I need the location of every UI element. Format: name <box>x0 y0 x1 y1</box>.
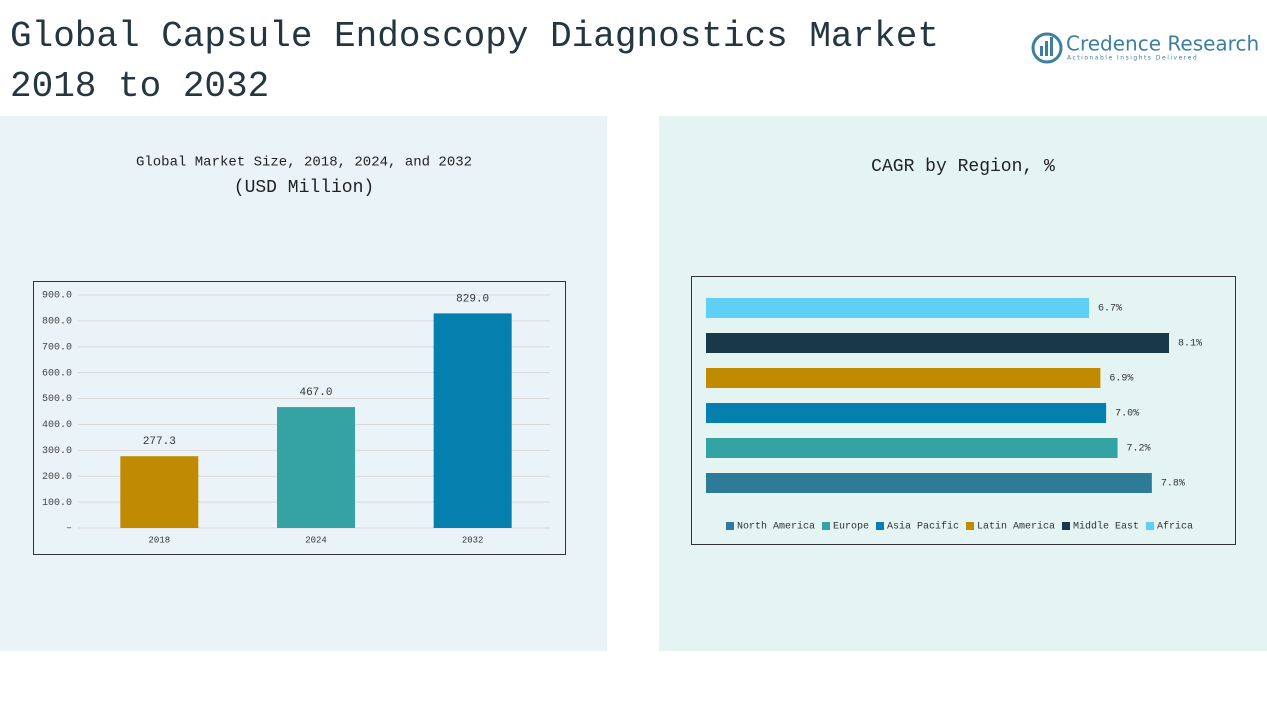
y-tick-label: 500.0 <box>42 394 72 405</box>
chart-subtitle: (USD Million) <box>234 178 374 198</box>
bar <box>433 313 512 528</box>
value-label: 7.0% <box>1115 409 1139 420</box>
value-label: 277.3 <box>143 436 176 448</box>
legend-swatch <box>726 522 734 530</box>
bar <box>706 298 1089 318</box>
value-label: 6.7% <box>1098 304 1122 315</box>
right-frame <box>691 276 1236 545</box>
y-tick-label: 300.0 <box>42 446 72 457</box>
legend-label: Europe <box>833 522 869 533</box>
legend-label: Asia Pacific <box>887 521 959 533</box>
y-tick-label: 400.0 <box>42 420 72 431</box>
left-frame <box>33 281 566 555</box>
y-tick-label: 900.0 <box>42 291 72 302</box>
legend-swatch <box>822 522 830 530</box>
y-tick-label: 700.0 <box>42 342 72 353</box>
value-label: 467.0 <box>299 387 332 399</box>
logo-text: Credence Research <box>1066 32 1259 56</box>
logo-tagline: Actionable Insights Delivered <box>1067 55 1198 62</box>
page-title: Global Capsule Endoscopy Diagnostics Mar… <box>10 16 939 107</box>
bar <box>706 438 1118 458</box>
y-tick-label: 100.0 <box>42 498 72 509</box>
x-tick-label: 2024 <box>305 535 327 545</box>
value-label: 8.1% <box>1178 339 1202 350</box>
legend-swatch <box>1062 522 1070 530</box>
legend-swatch <box>1146 522 1154 530</box>
y-tick-label: 600.0 <box>42 368 72 379</box>
legend-label: Latin America <box>977 521 1055 533</box>
legend-label: Africa <box>1157 521 1193 533</box>
x-tick-label: 2018 <box>149 535 171 545</box>
bar <box>277 407 355 528</box>
legend-swatch <box>966 522 974 530</box>
y-tick-label: – <box>66 524 72 535</box>
bar <box>706 368 1101 388</box>
x-tick-label: 2032 <box>462 535 484 545</box>
legend-swatch <box>876 522 884 530</box>
bar <box>706 333 1169 353</box>
logo-icon <box>1031 32 1063 64</box>
value-label: 7.8% <box>1161 479 1185 490</box>
legend-label: Middle East <box>1073 521 1139 533</box>
value-label: 7.2% <box>1127 444 1151 455</box>
chart-title: Global Market Size, 2018, 2024, and 2032 <box>136 155 472 171</box>
bar <box>120 456 199 528</box>
y-tick-label: 800.0 <box>42 317 72 328</box>
bar <box>706 473 1152 493</box>
bar <box>706 403 1107 423</box>
legend-label: North America <box>737 521 815 533</box>
chart-title: CAGR by Region, % <box>871 157 1055 177</box>
y-tick-label: 200.0 <box>42 472 72 483</box>
value-label: 6.9% <box>1109 374 1133 385</box>
value-label: 829.0 <box>456 293 489 305</box>
